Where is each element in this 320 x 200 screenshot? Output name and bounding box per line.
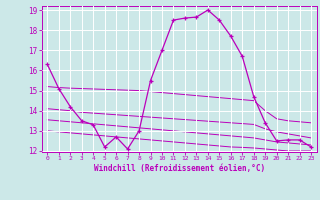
X-axis label: Windchill (Refroidissement éolien,°C): Windchill (Refroidissement éolien,°C) (94, 164, 265, 173)
